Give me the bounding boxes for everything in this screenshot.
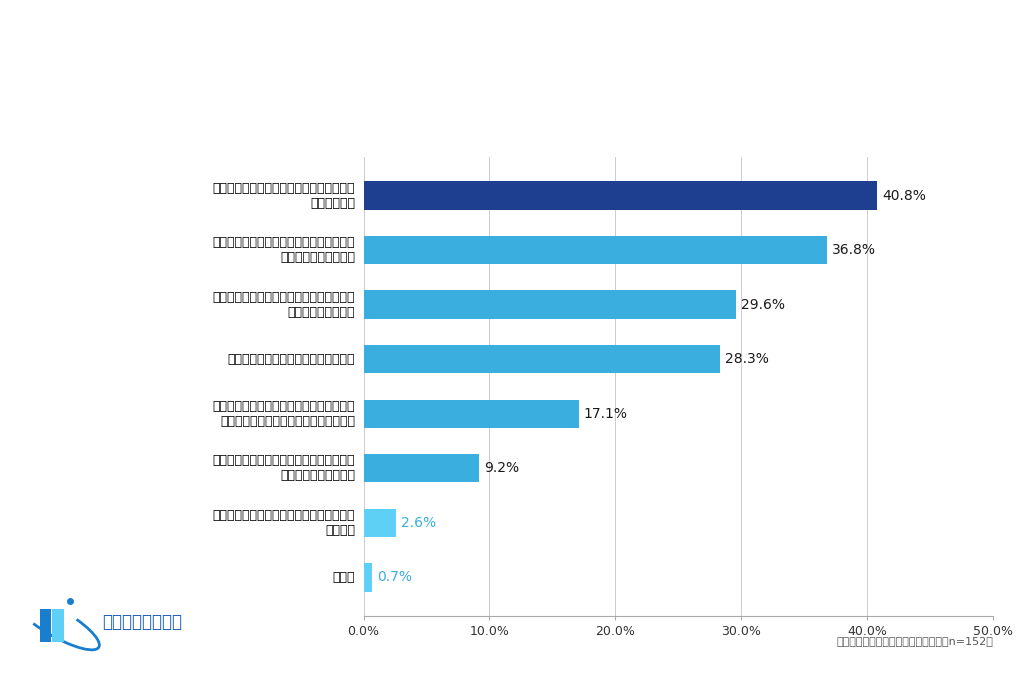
Bar bbox=[364, 509, 396, 537]
Text: 高専に進学して良かったと思う理由を教えてください。: 高専に進学して良かったと思う理由を教えてください。 bbox=[401, 45, 705, 64]
Bar bbox=[364, 345, 720, 373]
Text: 0.7%: 0.7% bbox=[378, 570, 413, 584]
Bar bbox=[364, 399, 579, 428]
Text: じゅけラボ予備校: じゅけラボ予備校 bbox=[102, 614, 182, 631]
Text: 17.1%: 17.1% bbox=[584, 407, 628, 421]
Text: 9.2%: 9.2% bbox=[484, 461, 519, 475]
Bar bbox=[364, 236, 827, 264]
Bar bbox=[364, 181, 878, 210]
Bar bbox=[364, 454, 479, 482]
Text: Q: Q bbox=[33, 53, 66, 91]
Text: 2.6%: 2.6% bbox=[401, 516, 436, 530]
Text: 40.8%: 40.8% bbox=[883, 189, 927, 202]
Text: （2つまで回答可）: （2つまで回答可） bbox=[498, 100, 608, 118]
Text: 36.8%: 36.8% bbox=[833, 243, 877, 257]
FancyBboxPatch shape bbox=[52, 609, 63, 642]
Bar bbox=[364, 563, 373, 592]
FancyBboxPatch shape bbox=[40, 609, 51, 642]
Text: 29.6%: 29.6% bbox=[741, 298, 785, 312]
Text: 高専（高等専門学校）卒業生の男女（n=152）: 高専（高等専門学校）卒業生の男女（n=152） bbox=[837, 636, 993, 646]
Bar bbox=[364, 291, 736, 319]
Text: 28.3%: 28.3% bbox=[725, 352, 769, 366]
